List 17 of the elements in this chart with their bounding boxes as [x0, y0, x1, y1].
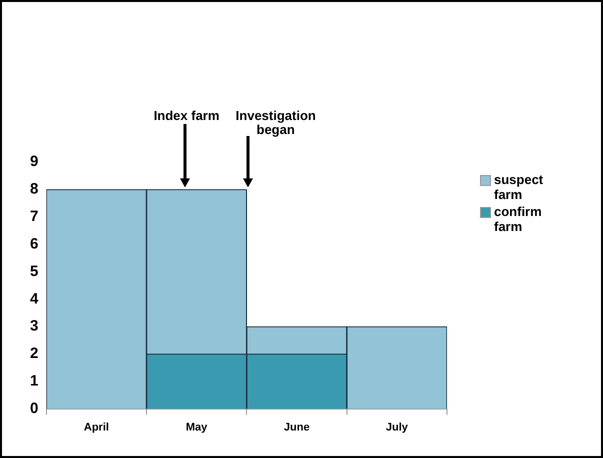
y-tick-label: 0 [30, 400, 38, 417]
x-tick-label: June [284, 421, 310, 434]
text: Index farm [152, 108, 220, 123]
y-tick-label: 5 [30, 262, 38, 280]
y-tick-label: 8 [30, 180, 38, 198]
y-tick-label: 2 [30, 345, 38, 362]
y-tick-label: 7 [30, 208, 38, 225]
x-tick-label: April [84, 421, 109, 434]
x-tick-label: July [386, 421, 409, 434]
y-tick-label: 6 [30, 235, 38, 252]
x-tick-label: May [186, 421, 208, 434]
legend-label: confirm farm [494, 204, 543, 234]
y-tick-label: 4 [30, 290, 39, 308]
y-tick-label: 9 [30, 153, 38, 170]
text: Investigation began [236, 108, 316, 137]
y-tick-label: 3 [30, 318, 38, 335]
y-tick-label: 1 [30, 372, 38, 390]
